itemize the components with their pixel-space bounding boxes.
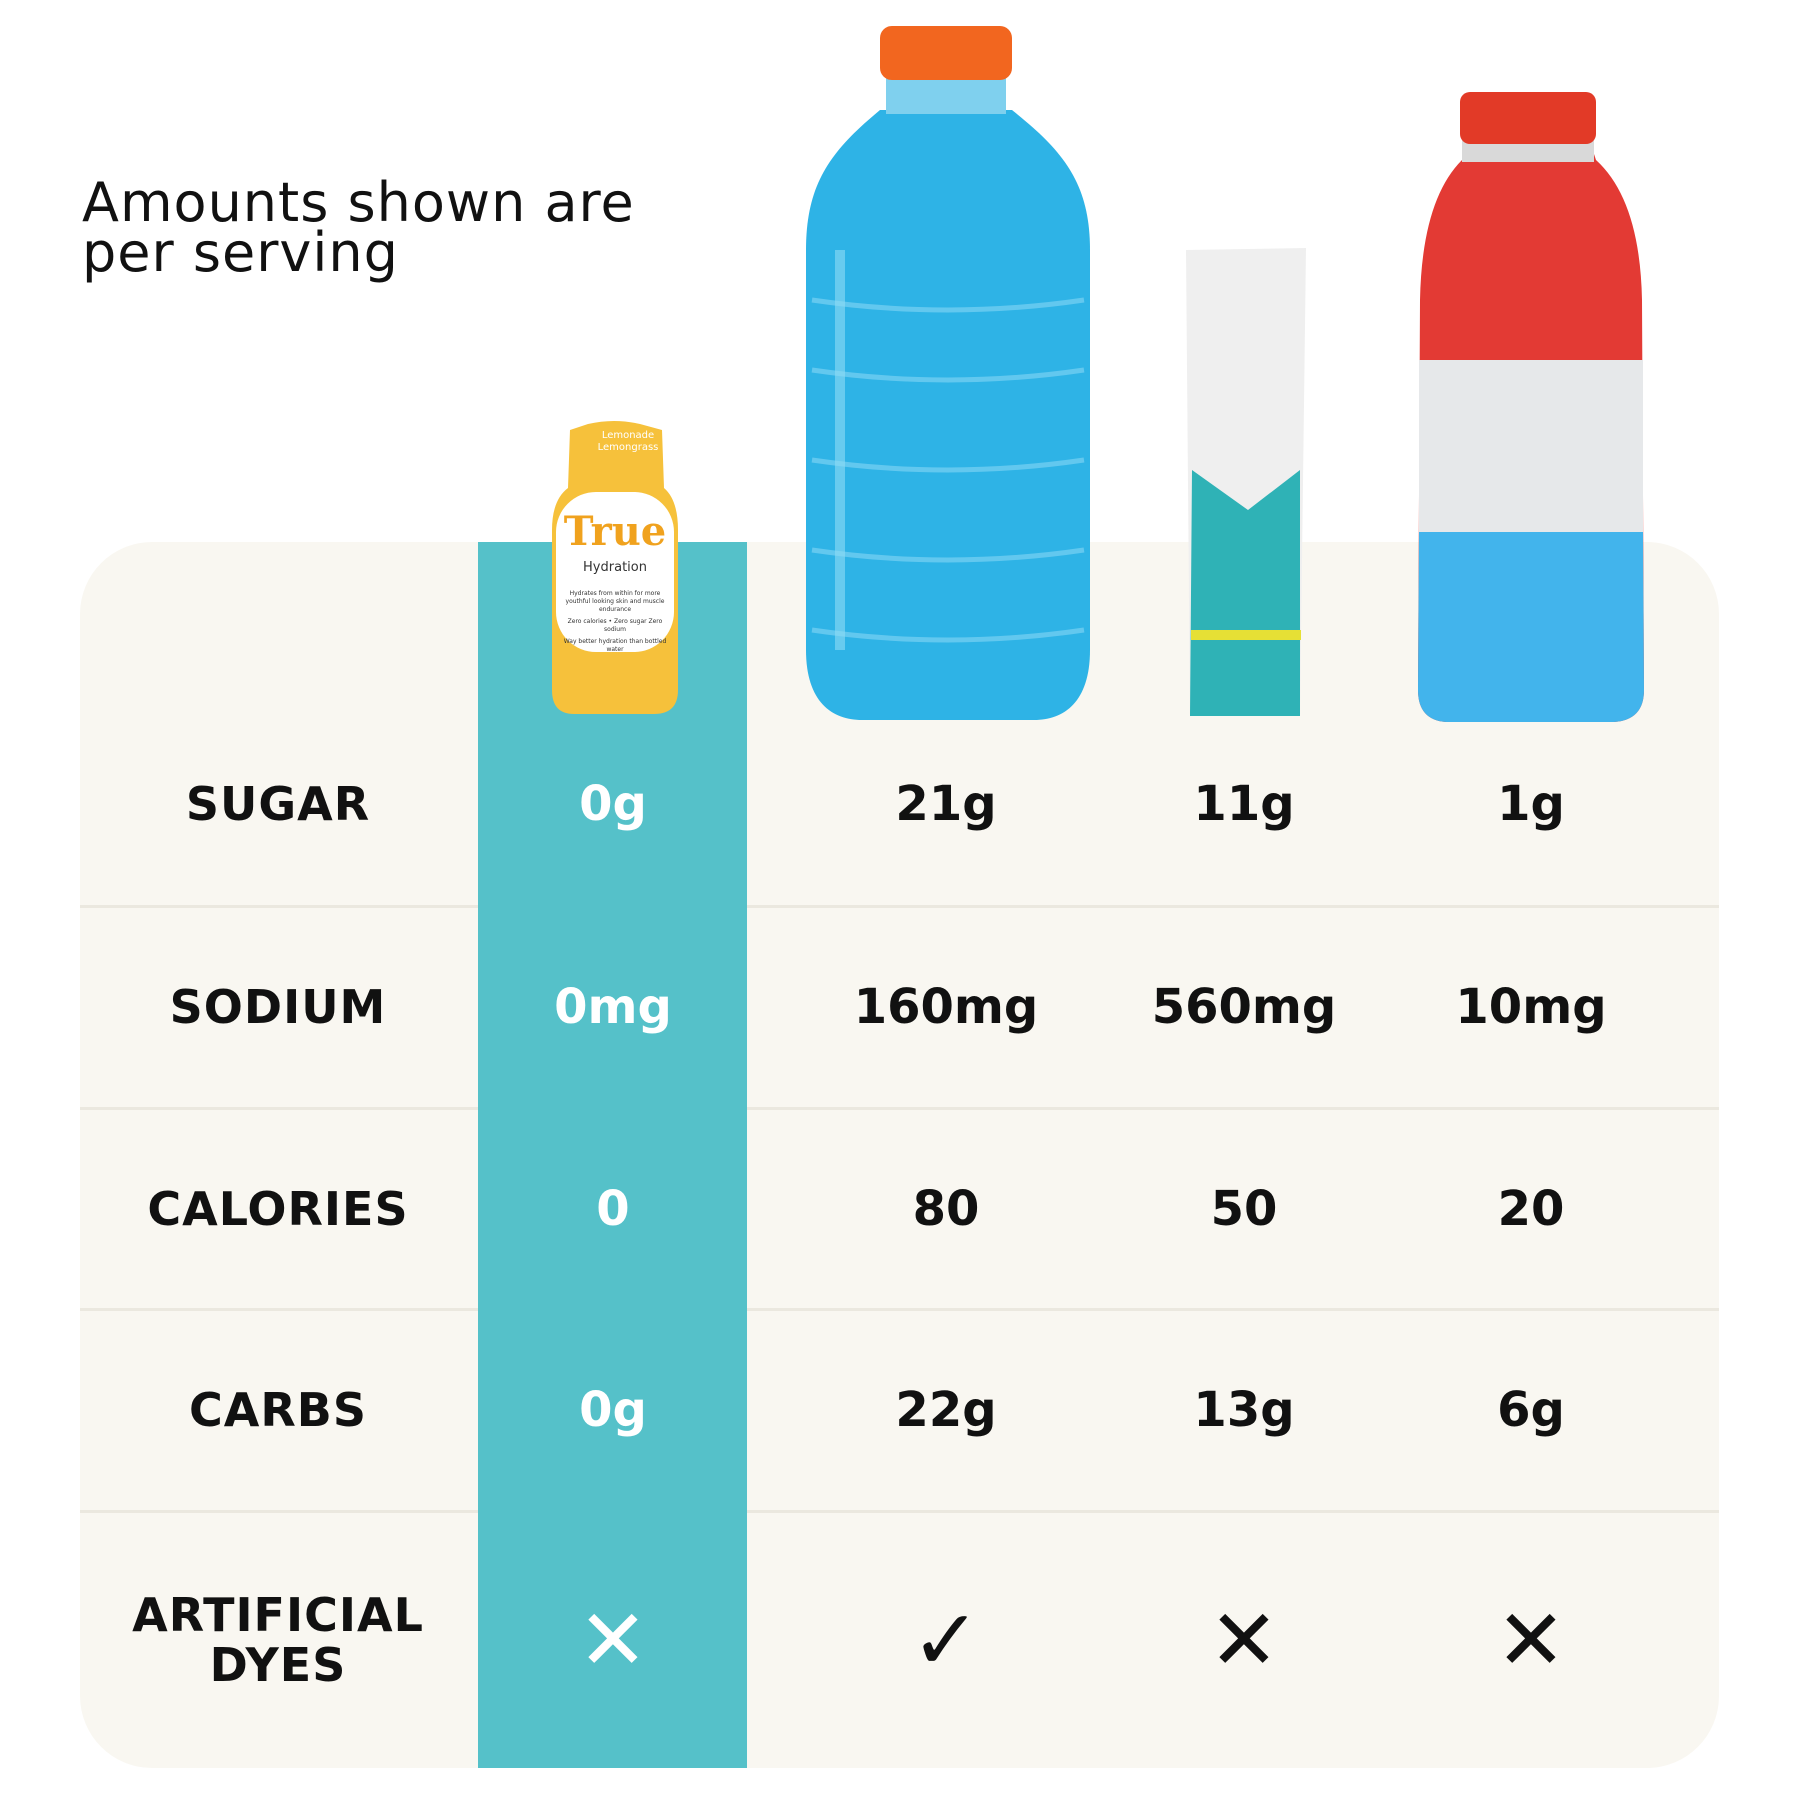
row-separator	[80, 1510, 1719, 1513]
brand-label: True	[563, 508, 667, 555]
blue-bottle	[806, 26, 1090, 720]
flavor-label: Lemonade Lemongrass	[597, 430, 659, 453]
cell-value: 1g	[1497, 776, 1565, 832]
serving-note: Amounts shown are per serving	[82, 171, 635, 284]
cell-value: 80	[912, 1180, 980, 1237]
cell-value: 20	[1497, 1180, 1565, 1237]
row-separator	[80, 905, 1719, 908]
product-name: Hydration	[583, 560, 647, 575]
row-label: ARTIFICIAL DYES	[132, 1587, 424, 1692]
label-line: Zero calories • Zero sugar Zero sodium	[567, 618, 663, 633]
cell-value: 11g	[1193, 776, 1295, 832]
cell-value: 50	[1210, 1180, 1278, 1237]
row-label: CALORIES	[147, 1181, 409, 1236]
drink-pouch	[1186, 248, 1306, 716]
highlight-column	[478, 542, 747, 1768]
red-bottle	[1418, 92, 1644, 722]
cell-value: 6g	[1497, 1382, 1565, 1438]
cell-value: 0g	[579, 1382, 647, 1438]
cell-value: 22g	[895, 1382, 997, 1438]
table-panel	[80, 542, 1719, 1768]
row-label: SODIUM	[169, 980, 387, 1034]
cell-value: 0	[596, 1180, 630, 1237]
cell-value: 160mg	[853, 979, 1039, 1035]
true-bottle	[552, 421, 678, 714]
product-images	[552, 26, 1644, 722]
cell-value: ✓	[910, 1590, 982, 1689]
cell-value: 21g	[895, 776, 997, 832]
cell-value: 10mg	[1455, 979, 1607, 1035]
cell-value: 560mg	[1151, 979, 1337, 1035]
cell-value: ✕	[1495, 1590, 1567, 1689]
cell-value: 0g	[579, 776, 647, 832]
label-line: Way better hydration than bottled water	[563, 638, 667, 653]
row-separator	[80, 1308, 1719, 1311]
row-label: CARBS	[189, 1383, 367, 1437]
cell-value: 13g	[1193, 1382, 1295, 1438]
cell-value: ✕	[577, 1590, 649, 1689]
cell-value: ✕	[1208, 1590, 1280, 1689]
label-line: Hydrates from within for more youthful l…	[565, 590, 665, 613]
row-separator	[80, 1107, 1719, 1110]
row-label: SUGAR	[185, 777, 371, 831]
cell-value: 0mg	[554, 979, 672, 1035]
